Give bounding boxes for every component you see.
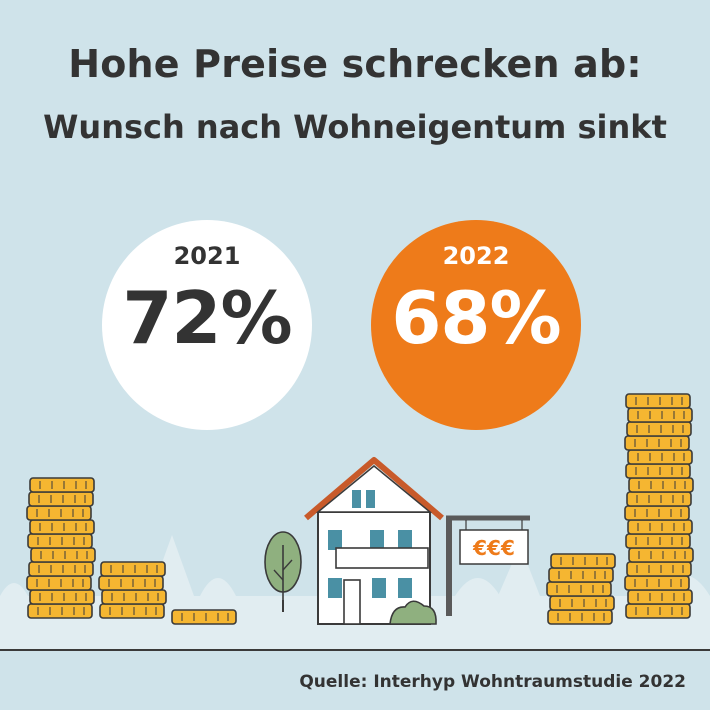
stat-percent-2022: 68% — [391, 276, 561, 360]
sign-text: €€€ — [472, 536, 515, 560]
headline: Hohe Preise schrecken ab: — [68, 42, 642, 86]
bush-icon — [389, 600, 437, 625]
stat-circle-2021: 2021 72% — [102, 220, 312, 430]
stat-percent-2021: 72% — [122, 276, 292, 360]
for-sale-sign-icon: €€€ — [446, 515, 530, 616]
source-note: Quelle: Interhyp Wohntraumstudie 2022 — [299, 672, 686, 692]
coin-stack-icon — [624, 393, 694, 619]
stat-year-2022: 2022 — [442, 242, 510, 270]
subheadline: Wunsch nach Wohneigentum sinkt — [43, 108, 667, 146]
house-icon — [304, 457, 444, 625]
coin-stack-icon — [98, 561, 167, 619]
stat-circle-2022: 2022 68% — [371, 220, 581, 430]
tree-icon — [264, 531, 302, 612]
coin-stack-icon — [171, 609, 237, 625]
stat-year-2021: 2021 — [173, 242, 241, 270]
coin-stack-icon — [546, 553, 616, 625]
coin-stack-icon — [26, 477, 96, 619]
